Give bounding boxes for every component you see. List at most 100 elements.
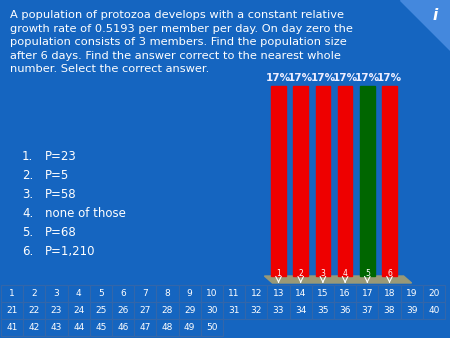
Bar [179, 302, 201, 319]
Text: 42: 42 [29, 323, 40, 332]
Text: 32: 32 [251, 306, 262, 315]
Text: 6: 6 [120, 289, 126, 298]
Text: 3: 3 [54, 289, 59, 298]
Text: 1: 1 [9, 289, 15, 298]
Text: 2: 2 [32, 289, 37, 298]
Bar [293, 86, 308, 276]
Text: P=58: P=58 [45, 188, 76, 201]
Text: 17: 17 [361, 289, 373, 298]
Bar [23, 319, 45, 336]
Bar [378, 285, 400, 302]
Bar [423, 285, 445, 302]
Text: 50: 50 [206, 323, 218, 332]
Text: 6.: 6. [22, 245, 33, 258]
Bar [157, 285, 179, 302]
Text: 40: 40 [428, 306, 440, 315]
Bar [90, 285, 112, 302]
Text: 34: 34 [295, 306, 306, 315]
Text: 29: 29 [184, 306, 195, 315]
Text: 49: 49 [184, 323, 195, 332]
Bar [68, 319, 90, 336]
Text: 17%: 17% [288, 73, 313, 83]
Text: 13: 13 [273, 289, 284, 298]
Bar [271, 86, 286, 276]
Text: 12: 12 [251, 289, 262, 298]
Bar [157, 319, 179, 336]
Text: 16: 16 [339, 289, 351, 298]
Text: 48: 48 [162, 323, 173, 332]
Text: 14: 14 [295, 289, 306, 298]
Text: 26: 26 [117, 306, 129, 315]
Text: 17%: 17% [310, 73, 335, 83]
Bar [423, 302, 445, 319]
Bar [112, 302, 134, 319]
Text: 8: 8 [165, 289, 171, 298]
Text: 20: 20 [428, 289, 440, 298]
Text: 35: 35 [317, 306, 328, 315]
Text: 6: 6 [387, 269, 392, 278]
Polygon shape [400, 0, 450, 50]
Text: 45: 45 [95, 323, 107, 332]
Text: 4: 4 [76, 289, 81, 298]
Bar [356, 285, 378, 302]
Bar [267, 302, 290, 319]
Text: 33: 33 [273, 306, 284, 315]
Text: 21: 21 [6, 306, 18, 315]
Text: 39: 39 [406, 306, 418, 315]
Text: 15: 15 [317, 289, 328, 298]
Text: 18: 18 [384, 289, 395, 298]
Text: i: i [432, 8, 437, 24]
Bar [157, 302, 179, 319]
Bar [360, 86, 374, 276]
Bar [316, 86, 330, 276]
Bar [400, 302, 423, 319]
Bar [382, 86, 397, 276]
Text: 3: 3 [320, 269, 325, 278]
Text: P=68: P=68 [45, 226, 77, 239]
Text: none of those: none of those [45, 207, 126, 220]
Bar [267, 285, 290, 302]
Text: 10: 10 [206, 289, 218, 298]
Bar [1, 319, 23, 336]
Text: 1.: 1. [22, 150, 33, 163]
Text: 4.: 4. [22, 207, 33, 220]
Text: 44: 44 [73, 323, 84, 332]
Bar [290, 285, 312, 302]
Text: 3.: 3. [22, 188, 33, 201]
Text: A population of protozoa develops with a constant relative
growth rate of 0.5193: A population of protozoa develops with a… [10, 10, 353, 74]
Bar [23, 302, 45, 319]
Text: 25: 25 [95, 306, 107, 315]
Text: 1: 1 [276, 269, 281, 278]
Bar [90, 319, 112, 336]
Text: 38: 38 [384, 306, 395, 315]
Bar [312, 285, 334, 302]
Text: P=1,210: P=1,210 [45, 245, 95, 258]
Text: 7: 7 [142, 289, 148, 298]
Bar [201, 285, 223, 302]
Text: 9: 9 [187, 289, 193, 298]
Bar [179, 319, 201, 336]
Bar [201, 319, 223, 336]
Text: P=23: P=23 [45, 150, 77, 163]
Bar [134, 302, 157, 319]
Text: 11: 11 [228, 289, 240, 298]
Text: 30: 30 [206, 306, 218, 315]
Bar [112, 319, 134, 336]
Bar [90, 302, 112, 319]
Bar [223, 302, 245, 319]
Bar [312, 302, 334, 319]
Text: 46: 46 [117, 323, 129, 332]
Text: 4: 4 [342, 269, 347, 278]
Text: 22: 22 [29, 306, 40, 315]
Text: 37: 37 [361, 306, 373, 315]
Text: 27: 27 [140, 306, 151, 315]
Text: 28: 28 [162, 306, 173, 315]
Bar [201, 302, 223, 319]
Text: 31: 31 [228, 306, 240, 315]
Text: 2.: 2. [22, 169, 33, 182]
Text: 47: 47 [140, 323, 151, 332]
Bar [45, 319, 68, 336]
Bar [68, 302, 90, 319]
Text: 17%: 17% [266, 73, 291, 83]
Bar [134, 319, 157, 336]
